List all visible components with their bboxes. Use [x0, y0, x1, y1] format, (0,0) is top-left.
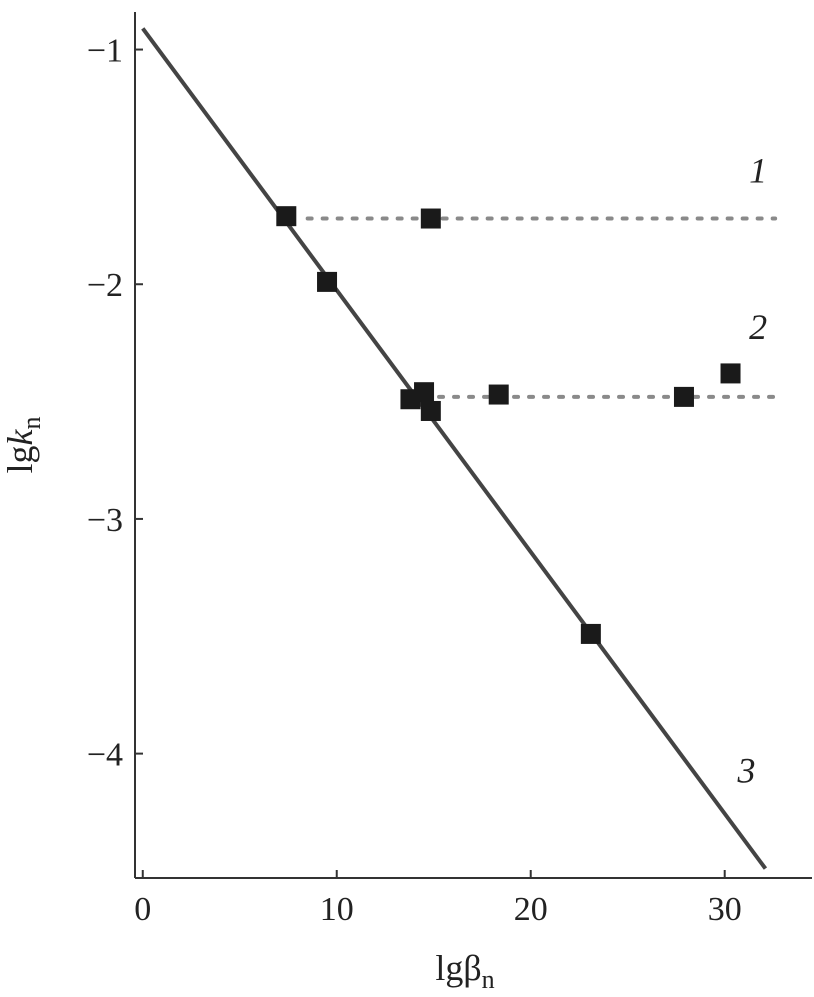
x-tick-label: 0 [134, 891, 151, 928]
data-point [580, 623, 601, 644]
curve-label: 1 [749, 151, 767, 191]
x-axis-title-main: lgβ [435, 948, 481, 988]
curve-label: 2 [749, 307, 767, 347]
data-point [414, 382, 435, 403]
data-point [673, 386, 694, 407]
y-axis-title: lgkn [0, 417, 46, 474]
data-point [420, 400, 441, 421]
y-tick-label: −4 [87, 737, 123, 774]
y-tick-label: −3 [87, 502, 123, 539]
y-axis-title-var: k [0, 428, 40, 445]
data-point [317, 271, 338, 292]
x-axis-title-sub: n [482, 965, 495, 994]
data-point [720, 363, 741, 384]
y-tick-label: −1 [87, 33, 123, 70]
data-point [488, 384, 509, 405]
y-tick-label: −2 [87, 267, 123, 304]
x-tick-label: 30 [708, 891, 742, 928]
x-tick-label: 20 [514, 891, 548, 928]
series-line [141, 27, 768, 870]
x-axis-title: lgβn [435, 948, 494, 994]
y-axis-title-main: lg [0, 445, 40, 473]
curve-label: 3 [736, 751, 755, 791]
x-tick-label: 10 [320, 891, 354, 928]
data-point [420, 208, 441, 229]
data-point [276, 206, 297, 227]
y-axis-title-sub: n [17, 417, 46, 430]
